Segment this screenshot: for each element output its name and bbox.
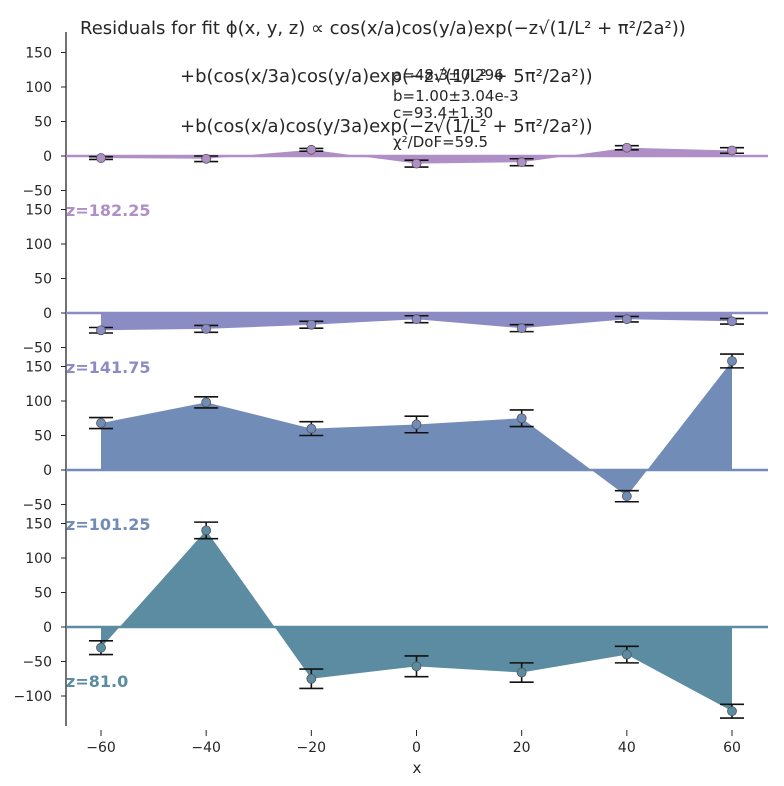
panel-4-area — [101, 530, 732, 712]
panel-3-ytick-label-0: 0 — [43, 463, 52, 479]
panel-4-ytick-label-100: 100 — [25, 551, 52, 567]
panel-label-4: z=81.0 — [66, 672, 129, 691]
panel-4-point-3 — [411, 661, 422, 672]
panel-4-point-0 — [96, 642, 106, 653]
panel-2-ytick-label-0: 0 — [43, 306, 52, 322]
panel-2-ytick-label-100: 100 — [25, 237, 52, 253]
panel-1-point-6 — [727, 145, 737, 156]
panel-1-ytick-label-50: 50 — [34, 115, 52, 131]
xtick-label-0: 0 — [412, 740, 421, 756]
panel-1-point-5 — [621, 142, 632, 153]
xtick-label-40: 40 — [618, 740, 636, 756]
panel-2-point-3 — [411, 314, 422, 325]
panel-2-point-5 — [621, 314, 632, 325]
panel-2-ytick-label-50: 50 — [34, 272, 52, 288]
xtick-label-60: 60 — [723, 740, 741, 756]
panel-2-ytick-label-150: 150 — [25, 203, 52, 219]
panel-1-point-4 — [516, 157, 527, 168]
panel-4-ytick-label--100: −100 — [14, 689, 52, 705]
chart-title-line2: +b(cos(x/3a)cos(y/a)exp(−z√(1/L² + 5π²/2… — [180, 66, 593, 87]
panel-3-point-6 — [727, 356, 737, 366]
x-axis-label: x — [413, 759, 422, 777]
panel-label-3: z=101.25 — [66, 515, 151, 534]
xtick-label--40: −40 — [191, 740, 221, 756]
panel-3-ytick-label-150: 150 — [25, 360, 52, 376]
panel-3-point-4 — [516, 413, 527, 424]
panel-1-ytick-label--50: −50 — [22, 184, 52, 200]
fit-param-chi: χ²/DoF=59.5 — [393, 133, 489, 151]
panel-4-point-2 — [306, 673, 317, 684]
panel-1-point-0 — [96, 153, 106, 163]
xtick-label--20: −20 — [297, 740, 327, 756]
panel-1-point-3 — [411, 158, 422, 169]
fit-param-a: a=48.3±0.296 — [393, 66, 504, 84]
panel-4-point-1 — [201, 525, 212, 536]
panel-4-point-5 — [621, 649, 632, 660]
panel-2-point-4 — [516, 323, 527, 334]
panel-2-point-6 — [727, 316, 737, 327]
panel-4-point-6 — [727, 706, 737, 717]
panel-3-point-5 — [621, 491, 632, 502]
panel-3-point-2 — [306, 423, 317, 434]
panel-label-2: z=141.75 — [66, 358, 151, 377]
panel-1-ytick-label-150: 150 — [25, 46, 52, 62]
fit-param-c: c=93.4±1.30 — [393, 104, 494, 122]
panel-3-ytick-label-50: 50 — [34, 429, 52, 445]
panel-2-area — [101, 313, 732, 331]
chart-title-line1: Residuals for fit ϕ(x, y, z) ∝ cos(x/a)c… — [80, 18, 686, 39]
panel-2-point-2 — [306, 319, 317, 330]
panel-4-ytick-label-150: 150 — [25, 517, 52, 533]
panel-3-point-0 — [96, 418, 106, 428]
chart-title-line3: +b(cos(x/a)cos(y/3a)exp(−z√(1/L² + 5π²/2… — [180, 116, 593, 137]
panel-3-ytick-label-100: 100 — [25, 394, 52, 410]
panel-3-point-1 — [201, 397, 212, 408]
panel-3-point-3 — [411, 419, 422, 430]
panel-label-1: z=182.25 — [66, 201, 151, 220]
panel-4-point-4 — [516, 667, 527, 678]
panel-2-point-0 — [96, 325, 106, 336]
panel-2-ytick-label--50: −50 — [22, 341, 52, 357]
panel-1-ytick-label-0: 0 — [43, 149, 52, 165]
panel-2-point-1 — [201, 323, 212, 334]
xtick-label--60: −60 — [86, 740, 116, 756]
panel-4-ytick-label--50: −50 — [22, 655, 52, 671]
fit-param-b: b=1.00±3.04e-3 — [393, 87, 519, 105]
panel-3-ytick-label--50: −50 — [22, 498, 52, 514]
panel-1-point-2 — [306, 144, 317, 155]
panel-4-ytick-label-0: 0 — [43, 620, 52, 636]
panel-1-ytick-label-100: 100 — [25, 80, 52, 96]
xtick-label-20: 20 — [513, 740, 531, 756]
panel-4-ytick-label-50: 50 — [34, 586, 52, 602]
panel-1-point-1 — [201, 153, 212, 164]
